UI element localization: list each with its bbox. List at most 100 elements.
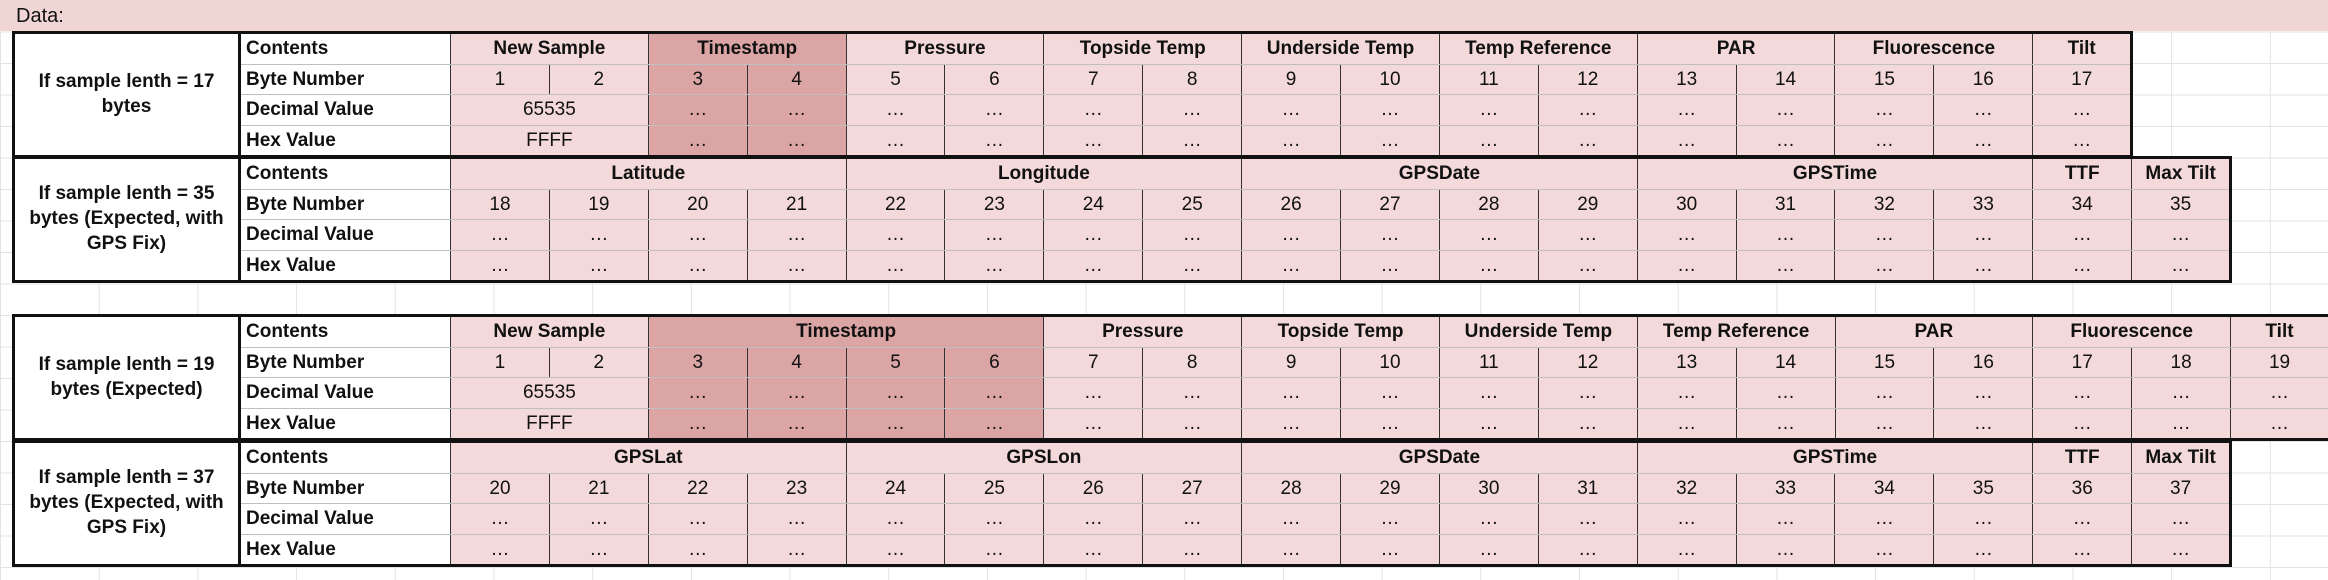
byte-number-cell: 18 — [450, 188, 550, 220]
byte-number-cell: 17 — [2032, 63, 2134, 95]
decimal-value-cell: … — [845, 219, 946, 251]
field-header: Fluorescence — [2032, 314, 2232, 348]
hex-value-cell: … — [2032, 249, 2133, 283]
byte-number-cell: 20 — [450, 472, 550, 504]
field-header: Pressure — [845, 31, 1045, 65]
hex-value-cell: … — [2131, 407, 2232, 441]
byte-number-cell: 25 — [944, 472, 1045, 504]
byte-number-cell: 24 — [845, 472, 946, 504]
byte-number-cell: 23 — [944, 188, 1045, 220]
decimal-value-cell: … — [1735, 219, 1836, 251]
decimal-value-cell: … — [647, 503, 748, 535]
hex-value-cell: … — [1636, 533, 1737, 567]
hex-value-cell: … — [944, 249, 1045, 283]
byte-number-cell: 5 — [845, 346, 946, 378]
hex-value-cell: … — [1043, 533, 1144, 567]
byte-number-cell: 4 — [746, 63, 847, 95]
byte-number-cell: 16 — [1933, 346, 2034, 378]
row-label-hex-value: Hex Value — [238, 407, 451, 441]
row-label-decimal-value: Decimal Value — [238, 219, 451, 251]
byte-number-cell: 34 — [1834, 472, 1935, 504]
packet-block-2: If sample lenth = 35 bytes (Expected, wi… — [12, 156, 2233, 283]
packet-block-4: If sample lenth = 37 bytes (Expected, wi… — [12, 440, 2233, 567]
field-header: GPSDate — [1241, 156, 1638, 190]
hex-value-cell: … — [1043, 249, 1144, 283]
hex-value-cell: … — [1340, 124, 1440, 158]
hex-value-cell: … — [2230, 407, 2328, 441]
hex-value-cell: … — [944, 407, 1045, 441]
byte-number-cell: 24 — [1043, 188, 1144, 220]
byte-number-cell: 11 — [1438, 346, 1539, 378]
decimal-value-cell: … — [1340, 377, 1440, 409]
hex-value-cell: … — [1834, 124, 1935, 158]
hex-value-cell: … — [746, 407, 847, 441]
byte-number-cell: 6 — [944, 63, 1045, 95]
decimal-value-cell: … — [1142, 377, 1243, 409]
row-byte-number: Byte Number 20 21 22 23 24 25 26 27 28 29 30 31 32 33 3… — [14, 472, 2233, 504]
decimal-value-cell: … — [548, 503, 649, 535]
hex-value-cell: … — [1636, 124, 1737, 158]
byte-number-cell: 13 — [1636, 63, 1737, 95]
decimal-value-cell: 65535 — [450, 94, 649, 126]
byte-number-cell: 12 — [1537, 63, 1638, 95]
hex-value-cell: … — [1142, 249, 1243, 283]
row-label-hex-value: Hex Value — [238, 533, 451, 567]
decimal-value-cell: … — [1933, 503, 2034, 535]
byte-number-cell: 2 — [548, 63, 649, 95]
byte-number-cell: 10 — [1340, 63, 1440, 95]
row-label-decimal-value: Decimal Value — [238, 94, 451, 126]
hex-value-cell: … — [1537, 124, 1638, 158]
byte-number-cell: 2 — [548, 346, 649, 378]
byte-number-cell: 5 — [845, 63, 946, 95]
hex-value-cell: … — [1933, 533, 2034, 567]
hex-value-cell: … — [1241, 407, 1342, 441]
packet-block-3: If sample lenth = 19 bytes (Expected) Con… — [12, 314, 2328, 441]
field-header: Underside Temp — [1438, 314, 1638, 348]
byte-number-cell: 14 — [1735, 346, 1836, 378]
decimal-value-cell: … — [647, 94, 748, 126]
decimal-value-cell: … — [1933, 94, 2034, 126]
hex-value-cell: … — [1735, 407, 1836, 441]
byte-number-cell: 32 — [1636, 472, 1737, 504]
hex-value-cell: … — [1340, 249, 1440, 283]
decimal-value-cell: … — [1340, 219, 1440, 251]
hex-value-cell: … — [1735, 249, 1836, 283]
decimal-value-cell: … — [1438, 219, 1539, 251]
byte-number-cell: 36 — [2032, 472, 2133, 504]
decimal-value-cell: … — [1142, 94, 1243, 126]
hex-value-cell: … — [2131, 249, 2233, 283]
field-header: TTF — [2032, 156, 2133, 190]
hex-value-cell: … — [1241, 533, 1342, 567]
decimal-value-cell: … — [1735, 94, 1836, 126]
hex-value-cell: … — [450, 249, 550, 283]
field-header: Underside Temp — [1241, 31, 1440, 65]
hex-value-cell: … — [845, 533, 946, 567]
field-header: Fluorescence — [1834, 31, 2034, 65]
decimal-value-cell: … — [944, 503, 1045, 535]
field-header: Timestamp — [647, 314, 1045, 348]
field-header: New Sample — [450, 314, 649, 348]
byte-number-cell: 27 — [1340, 188, 1440, 220]
decimal-value-cell: … — [2131, 377, 2232, 409]
byte-number-cell: 15 — [1834, 346, 1935, 378]
row-label-contents: Contents — [238, 156, 451, 190]
row-hex-value: Hex Value FFFF……………………………………… — [14, 124, 2134, 158]
byte-number-cell: 9 — [1241, 346, 1342, 378]
decimal-value-cell: 65535 — [450, 377, 649, 409]
decimal-value-cell: … — [944, 94, 1045, 126]
field-header: GPSLon — [845, 440, 1243, 474]
hex-value-cell: … — [1340, 407, 1440, 441]
decimal-value-cell: … — [845, 94, 946, 126]
hex-value-cell: … — [647, 533, 748, 567]
decimal-value-cell: … — [1735, 377, 1836, 409]
hex-value-cell: … — [1142, 407, 1243, 441]
byte-number-cell: 10 — [1340, 346, 1440, 378]
decimal-value-cell: … — [1142, 503, 1243, 535]
field-header: Timestamp — [647, 31, 847, 65]
hex-value-cell: … — [746, 124, 847, 158]
hex-value-cell: … — [1537, 407, 1638, 441]
decimal-value-cell: … — [647, 219, 748, 251]
row-label-byte-number: Byte Number — [238, 472, 451, 504]
byte-number-cell: 22 — [647, 472, 748, 504]
decimal-value-cell: … — [1834, 377, 1935, 409]
